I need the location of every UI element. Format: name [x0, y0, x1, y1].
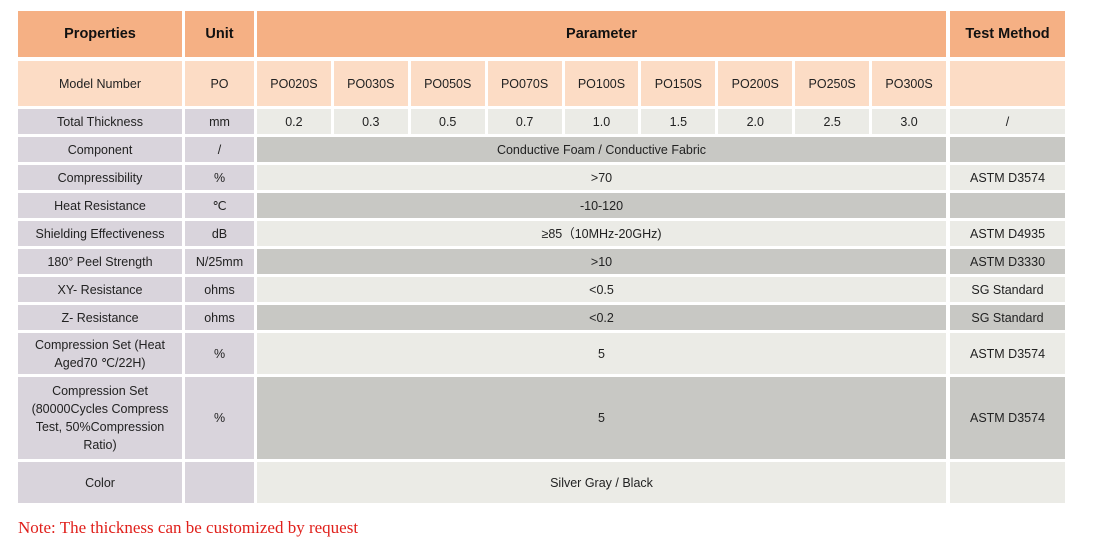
model-number-cell: PO250S [795, 61, 870, 106]
property-unit: dB [185, 221, 254, 246]
note-text: Note: The thickness can be customized by… [18, 518, 359, 537]
property-value: 5 [257, 377, 946, 459]
property-test-method: SG Standard [950, 305, 1065, 330]
property-value: <0.2 [257, 305, 946, 330]
property-value: -10-120 [257, 193, 946, 218]
model-number-cell: PO150S [641, 61, 716, 106]
thickness-cell: 0.7 [487, 109, 562, 134]
header-parameter: Parameter [257, 11, 946, 57]
property-label: Compression Set (Heat Aged70 ℃/22H) [18, 333, 182, 374]
thickness-cell: 2.5 [795, 109, 870, 134]
model-number-cell: PO050S [410, 61, 485, 106]
header-test-method: Test Method [950, 11, 1065, 57]
model-number-cell: PO200S [718, 61, 793, 106]
property-test-method: ASTM D3574 [950, 377, 1065, 459]
thickness-cell: 3.0 [872, 109, 946, 134]
thickness-label: Total Thickness [18, 109, 182, 134]
model-number-unit: PO [185, 61, 254, 106]
property-unit: % [185, 333, 254, 374]
thickness-cell: 1.0 [564, 109, 639, 134]
property-value: ≥85（10MHz-20GHz) [257, 221, 946, 246]
property-label: Color [18, 462, 182, 503]
thickness-cell: 0.5 [410, 109, 485, 134]
property-test-method [950, 462, 1065, 503]
property-value: Conductive Foam / Conductive Fabric [257, 137, 946, 162]
property-test-method: ASTM D3330 [950, 249, 1065, 274]
property-test-method: ASTM D3574 [950, 165, 1065, 190]
property-test-method: SG Standard [950, 277, 1065, 302]
property-unit: / [185, 137, 254, 162]
model-number-cell: PO020S [257, 61, 331, 106]
property-value: Silver Gray / Black [257, 462, 946, 503]
model-number-cell: PO030S [333, 61, 408, 106]
thickness-cell: 2.0 [718, 109, 793, 134]
property-label: 180° Peel Strength [18, 249, 182, 274]
thickness-unit: mm [185, 109, 254, 134]
property-unit: ohms [185, 277, 254, 302]
model-number-cell: PO300S [872, 61, 946, 106]
property-label: Compressibility [18, 165, 182, 190]
property-unit: % [185, 165, 254, 190]
property-value: >10 [257, 249, 946, 274]
property-label: Compression Set (80000Cycles Compress Te… [18, 377, 182, 459]
property-test-method: ASTM D3574 [950, 333, 1065, 374]
model-number-test [950, 61, 1065, 106]
thickness-test: / [950, 109, 1065, 134]
thickness-cell: 0.2 [257, 109, 331, 134]
property-value: 5 [257, 333, 946, 374]
property-label: Heat Resistance [18, 193, 182, 218]
property-test-method: ASTM D4935 [950, 221, 1065, 246]
property-label: Shielding Effectiveness [18, 221, 182, 246]
model-number-cell: PO100S [564, 61, 639, 106]
property-unit: % [185, 377, 254, 459]
model-number-cell: PO070S [487, 61, 562, 106]
property-label: Component [18, 137, 182, 162]
property-unit: ℃ [185, 193, 254, 218]
header-properties: Properties [18, 11, 182, 57]
property-label: XY- Resistance [18, 277, 182, 302]
property-value: <0.5 [257, 277, 946, 302]
property-test-method [950, 193, 1065, 218]
property-unit: N/25mm [185, 249, 254, 274]
property-label: Z- Resistance [18, 305, 182, 330]
property-test-method [950, 137, 1065, 162]
thickness-cell: 1.5 [641, 109, 716, 134]
property-value: >70 [257, 165, 946, 190]
header-unit: Unit [185, 11, 254, 57]
property-unit [185, 462, 254, 503]
thickness-cell: 0.3 [333, 109, 408, 134]
model-number-label: Model Number [18, 61, 182, 106]
property-unit: ohms [185, 305, 254, 330]
